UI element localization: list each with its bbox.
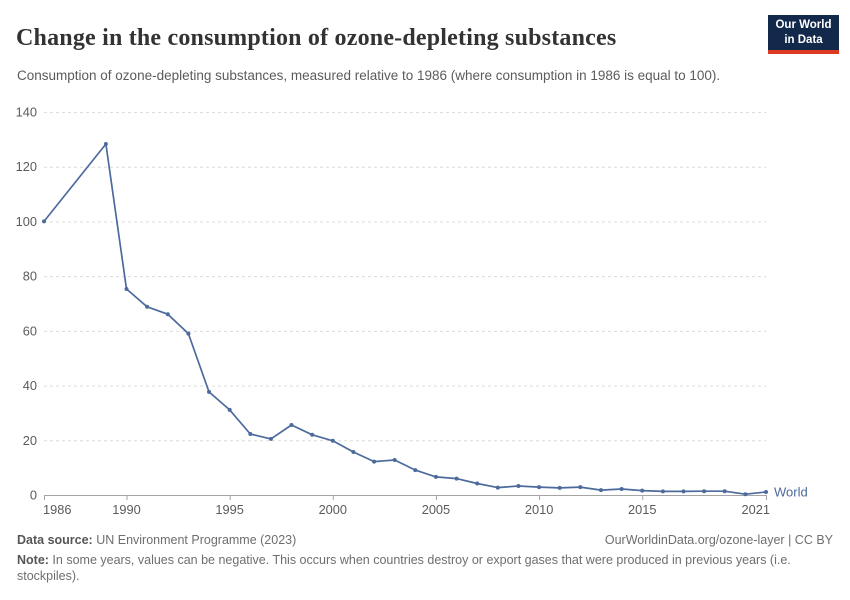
y-tick-label-100: 100 — [16, 214, 37, 229]
chart-subtitle: Consumption of ozone-depleting substance… — [17, 67, 721, 83]
license-link[interactable]: CC BY — [794, 533, 833, 547]
x-tick-label-2015: 2015 — [628, 502, 656, 517]
series-end-label[interactable]: World — [774, 484, 808, 499]
data-point-2010[interactable] — [537, 485, 542, 490]
data-point-1994[interactable] — [207, 389, 211, 394]
y-tick-label-0: 0 — [30, 488, 37, 503]
data-point-1991[interactable] — [145, 304, 150, 309]
data-point-2021[interactable] — [764, 490, 768, 494]
data-point-2003[interactable] — [392, 458, 397, 462]
data-point-2015[interactable] — [640, 488, 645, 493]
data-point-1998[interactable] — [289, 423, 294, 427]
footer-note: Note: In some years, values can be negat… — [17, 552, 833, 585]
y-tick-label-120: 120 — [16, 159, 37, 174]
owid-logo-line2: in Data — [784, 33, 823, 46]
note-text: In some years, values can be negative. T… — [17, 553, 791, 584]
data-point-1997[interactable] — [268, 436, 273, 441]
x-tick-label-2005: 2005 — [422, 502, 450, 517]
x-tick-label-2010: 2010 — [525, 502, 553, 517]
data-point-2005[interactable] — [433, 474, 438, 479]
x-tick-label-2000: 2000 — [319, 502, 347, 517]
y-tick-label-80: 80 — [23, 269, 37, 284]
data-point-1989[interactable] — [103, 142, 108, 146]
y-tick-label-20: 20 — [23, 433, 37, 448]
owid-url-link[interactable]: OurWorldinData.org/ozone-layer — [604, 533, 785, 547]
page-title: Change in the consumption of ozone-deple… — [16, 25, 617, 52]
data-point-2013[interactable] — [599, 488, 603, 493]
owid-logo-line1: Our World — [775, 19, 832, 31]
x-tick-label-1986: 1986 — [43, 502, 71, 517]
data-point-2009[interactable] — [516, 484, 521, 488]
data-point-1986[interactable] — [42, 219, 46, 224]
data-point-2006[interactable] — [454, 476, 459, 481]
data-point-1992[interactable] — [165, 312, 170, 317]
data-point-2016[interactable] — [660, 489, 665, 494]
data-point-2008[interactable] — [495, 485, 500, 490]
data-point-1990[interactable] — [124, 287, 129, 291]
data-point-2007[interactable] — [475, 481, 480, 486]
data-point-2020[interactable] — [743, 492, 748, 497]
data-point-1999[interactable] — [310, 432, 315, 437]
owid-logo[interactable]: Our World in Data — [768, 15, 839, 54]
data-point-2012[interactable] — [578, 485, 583, 490]
line-chart: 0 20 40 60 80 100 120 140 1986 1990 1995 2000 2005 20… — [16, 105, 808, 518]
x-tick-label-2021: 2021 — [742, 502, 770, 517]
y-tick-label-140: 140 — [16, 105, 37, 120]
y-tick-label-60: 60 — [23, 323, 37, 338]
data-point-2017[interactable] — [681, 489, 686, 494]
data-point-2014[interactable] — [619, 487, 624, 491]
data-source-label: Data source: — [17, 533, 93, 547]
data-point-2001[interactable] — [351, 450, 356, 454]
footer-sources-row: Data source: UN Environment Programme (2… — [17, 533, 833, 547]
footer-links: OurWorldinData.org/ozone-layer | CC BY — [605, 533, 833, 547]
data-source-text: UN Environment Programme (2023) — [92, 533, 297, 547]
data-point-2004[interactable] — [413, 468, 418, 473]
data-point-2018[interactable] — [702, 489, 707, 494]
x-tick-label-1995: 1995 — [215, 502, 243, 517]
data-point-1993[interactable] — [186, 331, 191, 336]
footer-separator: | — [784, 533, 795, 547]
data-source: Data source: UN Environment Programme (2… — [17, 533, 296, 547]
y-tick-label-40: 40 — [23, 378, 37, 393]
data-point-2011[interactable] — [557, 485, 562, 490]
data-point-2019[interactable] — [722, 489, 727, 494]
data-point-2000[interactable] — [330, 438, 335, 443]
data-point-1996[interactable] — [248, 432, 253, 436]
x-tick-label-1990: 1990 — [112, 502, 140, 517]
note-label: Note: — [17, 553, 49, 567]
series-line-world[interactable] — [43, 143, 767, 496]
data-point-1995[interactable] — [227, 407, 232, 412]
data-point-2002[interactable] — [372, 459, 377, 464]
